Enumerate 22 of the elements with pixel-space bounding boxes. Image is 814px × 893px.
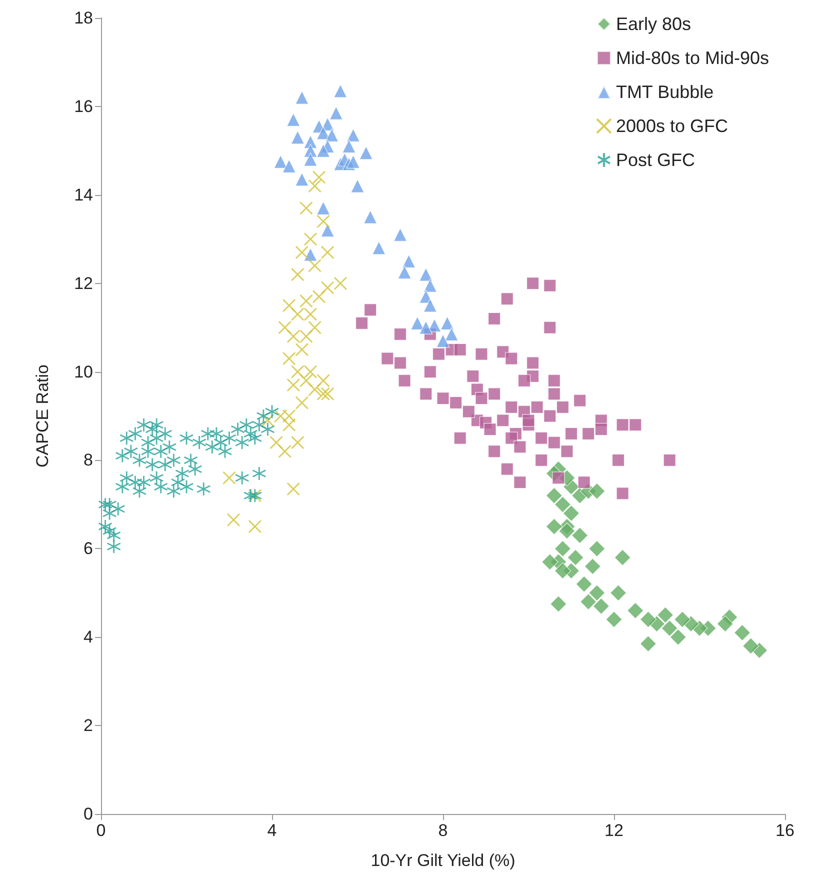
legend-label: Mid-80s to Mid-90s xyxy=(616,48,770,68)
y-tick-label: 8 xyxy=(84,450,93,470)
x-tick-label: 4 xyxy=(267,821,277,840)
y-tick-label: 4 xyxy=(84,628,93,647)
x-tick-label: 12 xyxy=(604,821,624,840)
legend-label: Early 80s xyxy=(616,14,691,34)
legend-label: TMT Bubble xyxy=(616,82,714,102)
legend-label: Post GFC xyxy=(616,150,695,170)
y-tick-label: 6 xyxy=(84,539,93,558)
y-tick-label: 2 xyxy=(84,716,93,736)
y-tick-label: 12 xyxy=(74,274,93,293)
y-tick-label: 0 xyxy=(84,804,93,824)
x-axis-title: 10-Yr Gilt Yield (%) xyxy=(370,851,516,870)
x-tick-label: 8 xyxy=(438,821,448,840)
y-tick-label: 10 xyxy=(74,362,93,382)
y-tick-label: 14 xyxy=(74,185,93,204)
y-tick-label: 16 xyxy=(74,96,93,116)
x-tick-label: 0 xyxy=(96,821,106,840)
y-axis-title: CAPCE Ratio xyxy=(33,364,52,468)
y-tick-label: 18 xyxy=(74,8,93,28)
x-tick-label: 16 xyxy=(776,821,794,840)
legend-label: 2000s to GFC xyxy=(616,116,728,136)
